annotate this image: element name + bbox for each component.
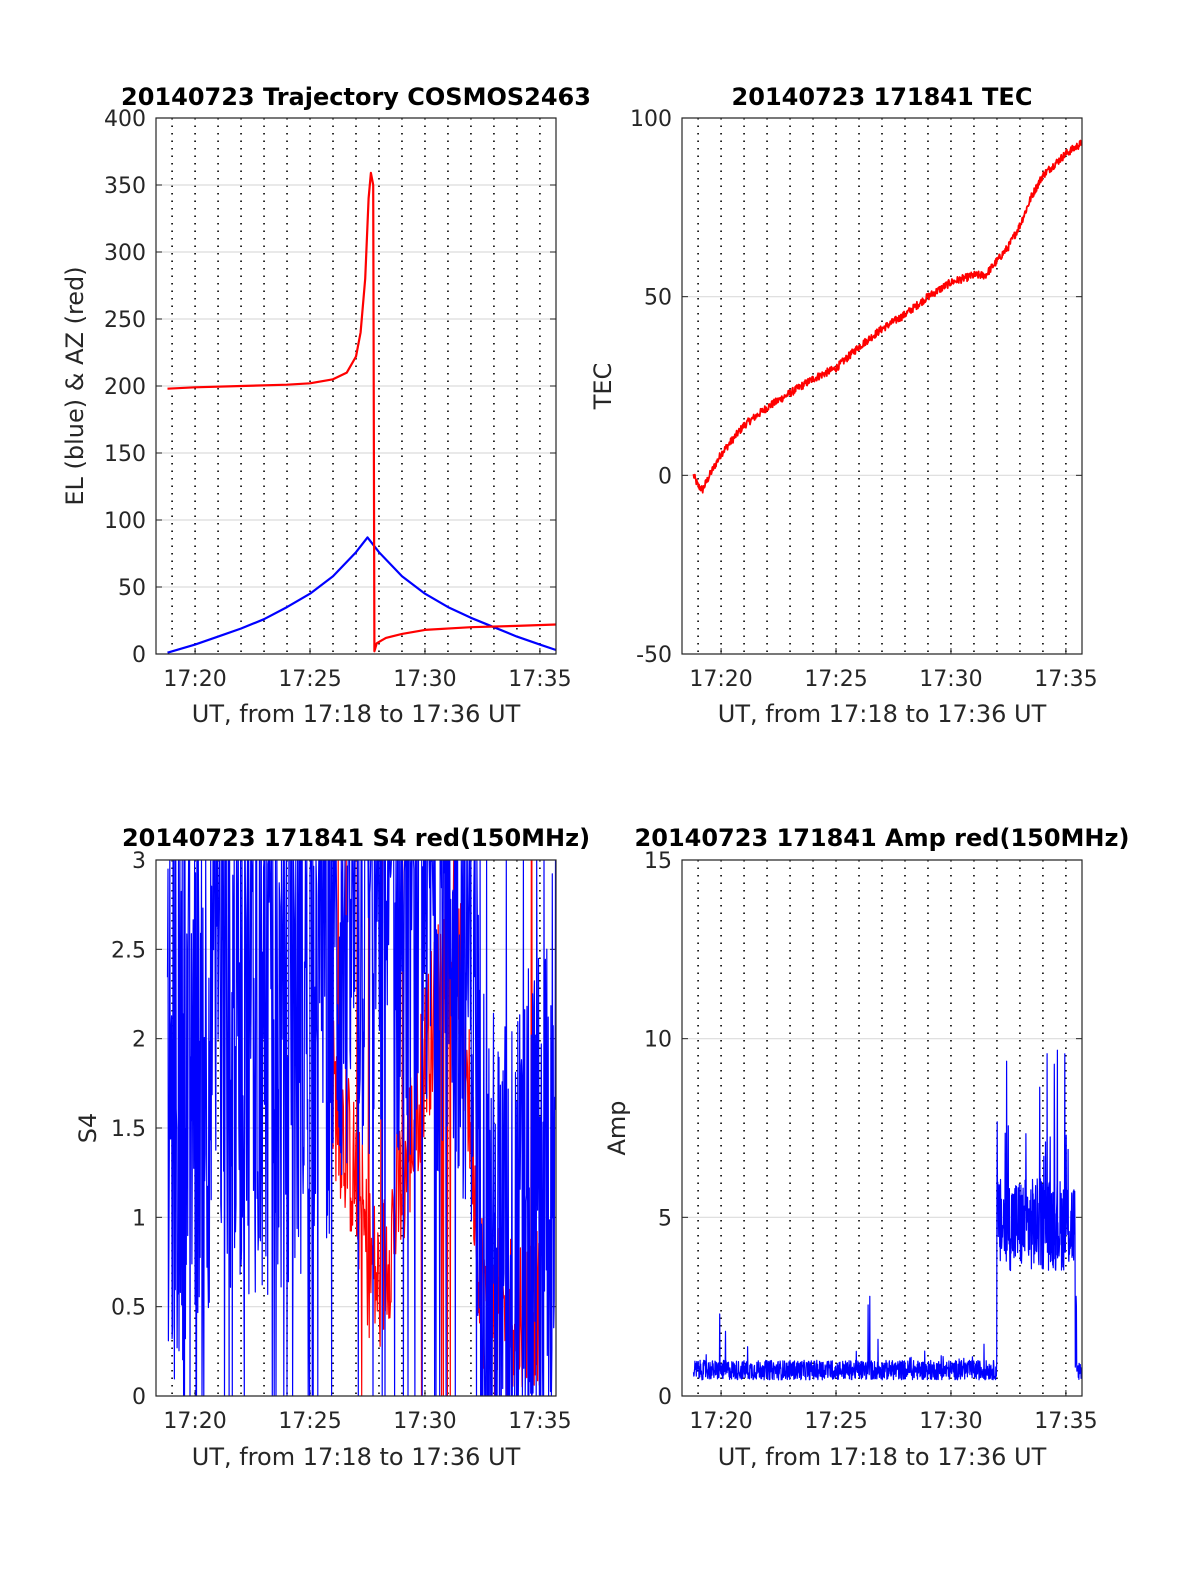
panel-amp: 20140723 171841 Amp red(150MHz) 0 5 10 15 1…	[603, 824, 1129, 1471]
y-tick-labels: 0 5 10 15	[644, 849, 672, 1410]
y-tick-label: 50	[644, 286, 672, 311]
x-tick-labels: 17:20 17:25 17:30 17:35	[163, 1409, 571, 1434]
y-tick-label: 2	[132, 1028, 146, 1053]
chart-title: 20140723 171841 Amp red(150MHz)	[635, 824, 1130, 852]
x-tick-label: 17:30	[919, 667, 982, 692]
x-tick-label: 17:35	[508, 667, 571, 692]
series-line-blue	[166, 860, 556, 1396]
y-tick-label: 150	[104, 442, 146, 467]
x-tick-label: 17:25	[804, 1409, 867, 1434]
y-tick-label: 100	[104, 509, 146, 534]
y-tick-label: 15	[644, 849, 672, 874]
chart-title: 20140723 171841 S4 red(150MHz)	[122, 824, 590, 852]
plot-frame	[155, 859, 557, 1397]
y-tick-label: 10	[644, 1028, 672, 1053]
y-tick-label: 0	[658, 1385, 672, 1410]
y-tick-label: 3	[132, 849, 146, 874]
x-axis-label: UT, from 17:18 to 17:36 UT	[718, 1443, 1047, 1471]
y-tick-label: 400	[104, 107, 146, 132]
y-axis-label: EL (blue) & AZ (red)	[61, 266, 89, 505]
x-axis-label: UT, from 17:18 to 17:36 UT	[718, 700, 1047, 728]
y-tick-label: 2.5	[111, 938, 146, 963]
y-tick-label: 250	[104, 308, 146, 333]
y-axis-label: TEC	[589, 363, 617, 411]
x-tick-label: 17:30	[919, 1409, 982, 1434]
y-tick-label: 1.5	[111, 1117, 146, 1142]
y-tick-label: 1	[132, 1206, 146, 1231]
y-tick-label: -50	[636, 643, 672, 668]
x-axis-label: UT, from 17:18 to 17:36 UT	[192, 1443, 521, 1471]
series-line-red	[692, 139, 1082, 494]
plot-frame	[681, 117, 1083, 655]
y-tick-label: 0	[132, 1385, 146, 1410]
y-tick-label: 350	[104, 174, 146, 199]
y-tick-label: 100	[630, 107, 672, 132]
x-tick-label: 17:20	[689, 1409, 752, 1434]
x-tick-label: 17:20	[163, 667, 226, 692]
y-tick-label: 0	[132, 643, 146, 668]
y-tick-label: 300	[104, 241, 146, 266]
x-tick-label: 17:25	[804, 667, 867, 692]
panel-s4: 20140723 171841 S4 red(150MHz) 0 0.5 1 1.5 2…	[74, 824, 590, 1471]
y-tick-label: 0	[658, 464, 672, 489]
panel-tec: 20140723 171841 TEC -50 0 50 100 17:20 17:25…	[589, 83, 1098, 728]
series-layer	[692, 1049, 1082, 1381]
series-line-red	[167, 171, 556, 653]
series-layer	[692, 139, 1082, 494]
x-tick-label: 17:35	[1034, 1409, 1097, 1434]
x-tick-labels: 17:20 17:25 17:30 17:35	[689, 1409, 1097, 1434]
plot-frame	[681, 859, 1083, 1397]
plot-frame	[155, 117, 557, 655]
series-layer	[167, 171, 556, 654]
y-tick-label: 50	[118, 576, 146, 601]
chart-title: 20140723 171841 TEC	[732, 83, 1033, 111]
x-tick-label: 17:25	[278, 1409, 341, 1434]
chart-title: 20140723 Trajectory COSMOS2463	[121, 83, 591, 111]
y-tick-label: 200	[104, 375, 146, 400]
y-tick-label: 5	[658, 1206, 672, 1231]
x-tick-labels: 17:20 17:25 17:30 17:35	[689, 667, 1097, 692]
y-axis-label: S4	[74, 1113, 102, 1144]
x-tick-label: 17:20	[689, 667, 752, 692]
x-tick-label: 17:30	[393, 667, 456, 692]
x-tick-labels: 17:20 17:25 17:30 17:35	[163, 667, 571, 692]
panel-trajectory: 20140723 Trajectory COSMOS2463 0 50 100 150…	[61, 83, 591, 728]
x-tick-label: 17:20	[163, 1409, 226, 1434]
x-axis-label: UT, from 17:18 to 17:36 UT	[192, 700, 521, 728]
y-tick-label: 0.5	[111, 1296, 146, 1321]
y-tick-labels: 0 50 100 150 200 250 300 350 400	[104, 107, 146, 668]
y-tick-labels: 0 0.5 1 1.5 2 2.5 3	[111, 849, 146, 1410]
x-tick-label: 17:35	[1034, 667, 1097, 692]
series-layer	[166, 860, 556, 1396]
x-tick-label: 17:30	[393, 1409, 456, 1434]
y-tick-labels: -50 0 50 100	[630, 107, 672, 668]
x-tick-label: 17:25	[278, 667, 341, 692]
series-line-blue	[692, 1049, 1082, 1381]
grid	[156, 117, 556, 655]
y-axis-label: Amp	[603, 1100, 631, 1155]
x-tick-label: 17:35	[508, 1409, 571, 1434]
